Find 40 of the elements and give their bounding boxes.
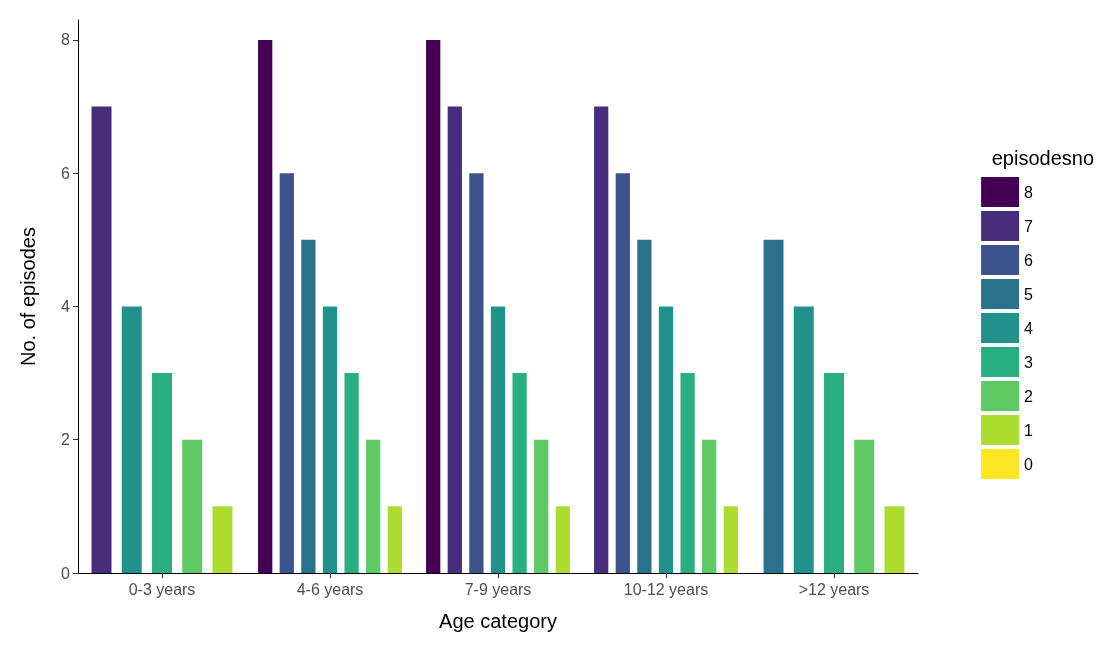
bar bbox=[723, 506, 738, 573]
legend-label: 6 bbox=[1024, 251, 1034, 269]
bar bbox=[366, 439, 381, 573]
legend-title: episodesno bbox=[991, 147, 1095, 169]
x-tick-label: 10-12 years bbox=[623, 580, 709, 598]
legend-label: 4 bbox=[1024, 319, 1034, 337]
bar bbox=[555, 506, 570, 573]
y-axis-title: No. of episodes bbox=[17, 227, 39, 366]
bar bbox=[344, 373, 359, 573]
x-tick-label: 7-9 years bbox=[464, 580, 532, 598]
x-tick-label: 4-6 years bbox=[296, 580, 364, 598]
y-tick-label: 8 bbox=[61, 31, 71, 49]
legend-label: 7 bbox=[1024, 217, 1034, 235]
y-tick-label: 2 bbox=[61, 431, 71, 449]
x-axis-title: Age category bbox=[439, 610, 557, 632]
legend-label: 1 bbox=[1024, 421, 1034, 439]
y-tick-label: 6 bbox=[61, 164, 71, 182]
x-tick-label: >12 years bbox=[798, 580, 870, 598]
bar bbox=[490, 306, 506, 573]
legend-label: 2 bbox=[1024, 387, 1034, 405]
x-tick-label: 0-3 years bbox=[128, 580, 196, 598]
bar bbox=[637, 239, 652, 573]
bar bbox=[702, 439, 717, 573]
legend-label: 8 bbox=[1024, 183, 1034, 201]
bar bbox=[258, 39, 273, 573]
legend-label: 3 bbox=[1024, 353, 1034, 371]
bar bbox=[615, 173, 630, 573]
legend-label: 5 bbox=[1024, 285, 1034, 303]
bar bbox=[279, 173, 294, 573]
y-tick-label: 4 bbox=[61, 297, 71, 315]
bar bbox=[322, 306, 338, 573]
bar bbox=[301, 239, 316, 573]
bar bbox=[387, 506, 402, 573]
bar bbox=[680, 373, 695, 573]
y-tick-label: 0 bbox=[61, 564, 71, 582]
bar bbox=[658, 306, 674, 573]
bar bbox=[534, 439, 549, 573]
bar bbox=[512, 373, 527, 573]
bar bbox=[426, 39, 441, 573]
legend-label: 0 bbox=[1024, 455, 1034, 473]
